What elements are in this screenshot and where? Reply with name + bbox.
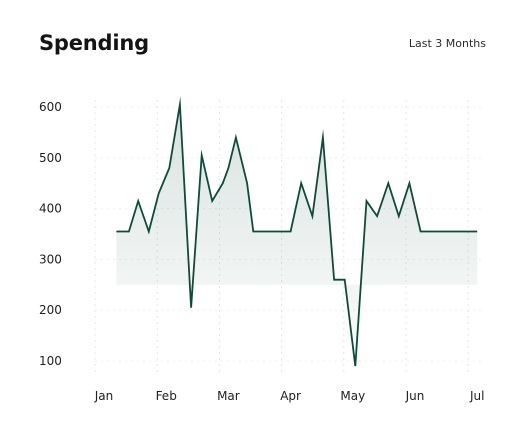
data-point[interactable] (166, 165, 172, 171)
data-point[interactable] (320, 134, 326, 140)
data-point[interactable] (209, 198, 215, 204)
data-point[interactable] (263, 228, 269, 234)
data-point[interactable] (288, 228, 294, 234)
x-tick-label: Mar (217, 389, 240, 403)
data-point[interactable] (250, 228, 256, 234)
data-point[interactable] (146, 228, 152, 234)
data-point[interactable] (309, 213, 315, 219)
data-point[interactable] (126, 228, 132, 234)
x-tick-label: Jun (405, 389, 425, 403)
data-point[interactable] (406, 180, 412, 186)
y-tick-label: 100 (39, 354, 62, 368)
data-point[interactable] (244, 180, 250, 186)
y-tick-label: 500 (39, 151, 62, 165)
data-point[interactable] (135, 198, 141, 204)
area-layer (116, 104, 478, 367)
x-axis: Jan Feb Mar Apr May Jun Jul (94, 389, 485, 403)
data-point[interactable] (156, 190, 162, 196)
y-tick-label: 600 (39, 100, 62, 114)
y-axis: 100 200 300 400 500 600 (39, 100, 62, 368)
data-point[interactable] (443, 228, 449, 234)
data-point[interactable] (177, 101, 183, 107)
data-point[interactable] (418, 228, 424, 234)
series-line (116, 96, 478, 367)
data-point[interactable] (220, 180, 226, 186)
chart-title: Spending (39, 31, 149, 55)
data-point[interactable] (298, 180, 304, 186)
line-layer (113, 96, 480, 369)
data-point[interactable] (474, 228, 480, 234)
y-tick-label: 300 (39, 252, 62, 266)
y-tick-label: 200 (39, 303, 62, 317)
data-point[interactable] (363, 198, 369, 204)
data-point[interactable] (352, 363, 358, 369)
series-area (116, 104, 478, 367)
y-tick-label: 400 (39, 202, 62, 216)
x-tick-label: May (340, 389, 365, 403)
x-tick-label: Jul (469, 389, 484, 403)
data-point[interactable] (188, 305, 194, 311)
data-point[interactable] (331, 277, 337, 283)
x-tick-label: Apr (280, 389, 301, 403)
data-point[interactable] (396, 213, 402, 219)
data-point[interactable] (113, 228, 119, 234)
x-tick-label: Feb (156, 389, 177, 403)
data-point[interactable] (225, 165, 231, 171)
card-bottom-edge (0, 442, 518, 448)
x-tick-label: Jan (94, 389, 114, 403)
data-point[interactable] (199, 152, 205, 158)
data-point[interactable] (233, 134, 239, 140)
data-point[interactable] (342, 277, 348, 283)
data-point[interactable] (385, 180, 391, 186)
data-point[interactable] (374, 213, 380, 219)
range-selector[interactable]: Last 3 Months (408, 37, 486, 50)
